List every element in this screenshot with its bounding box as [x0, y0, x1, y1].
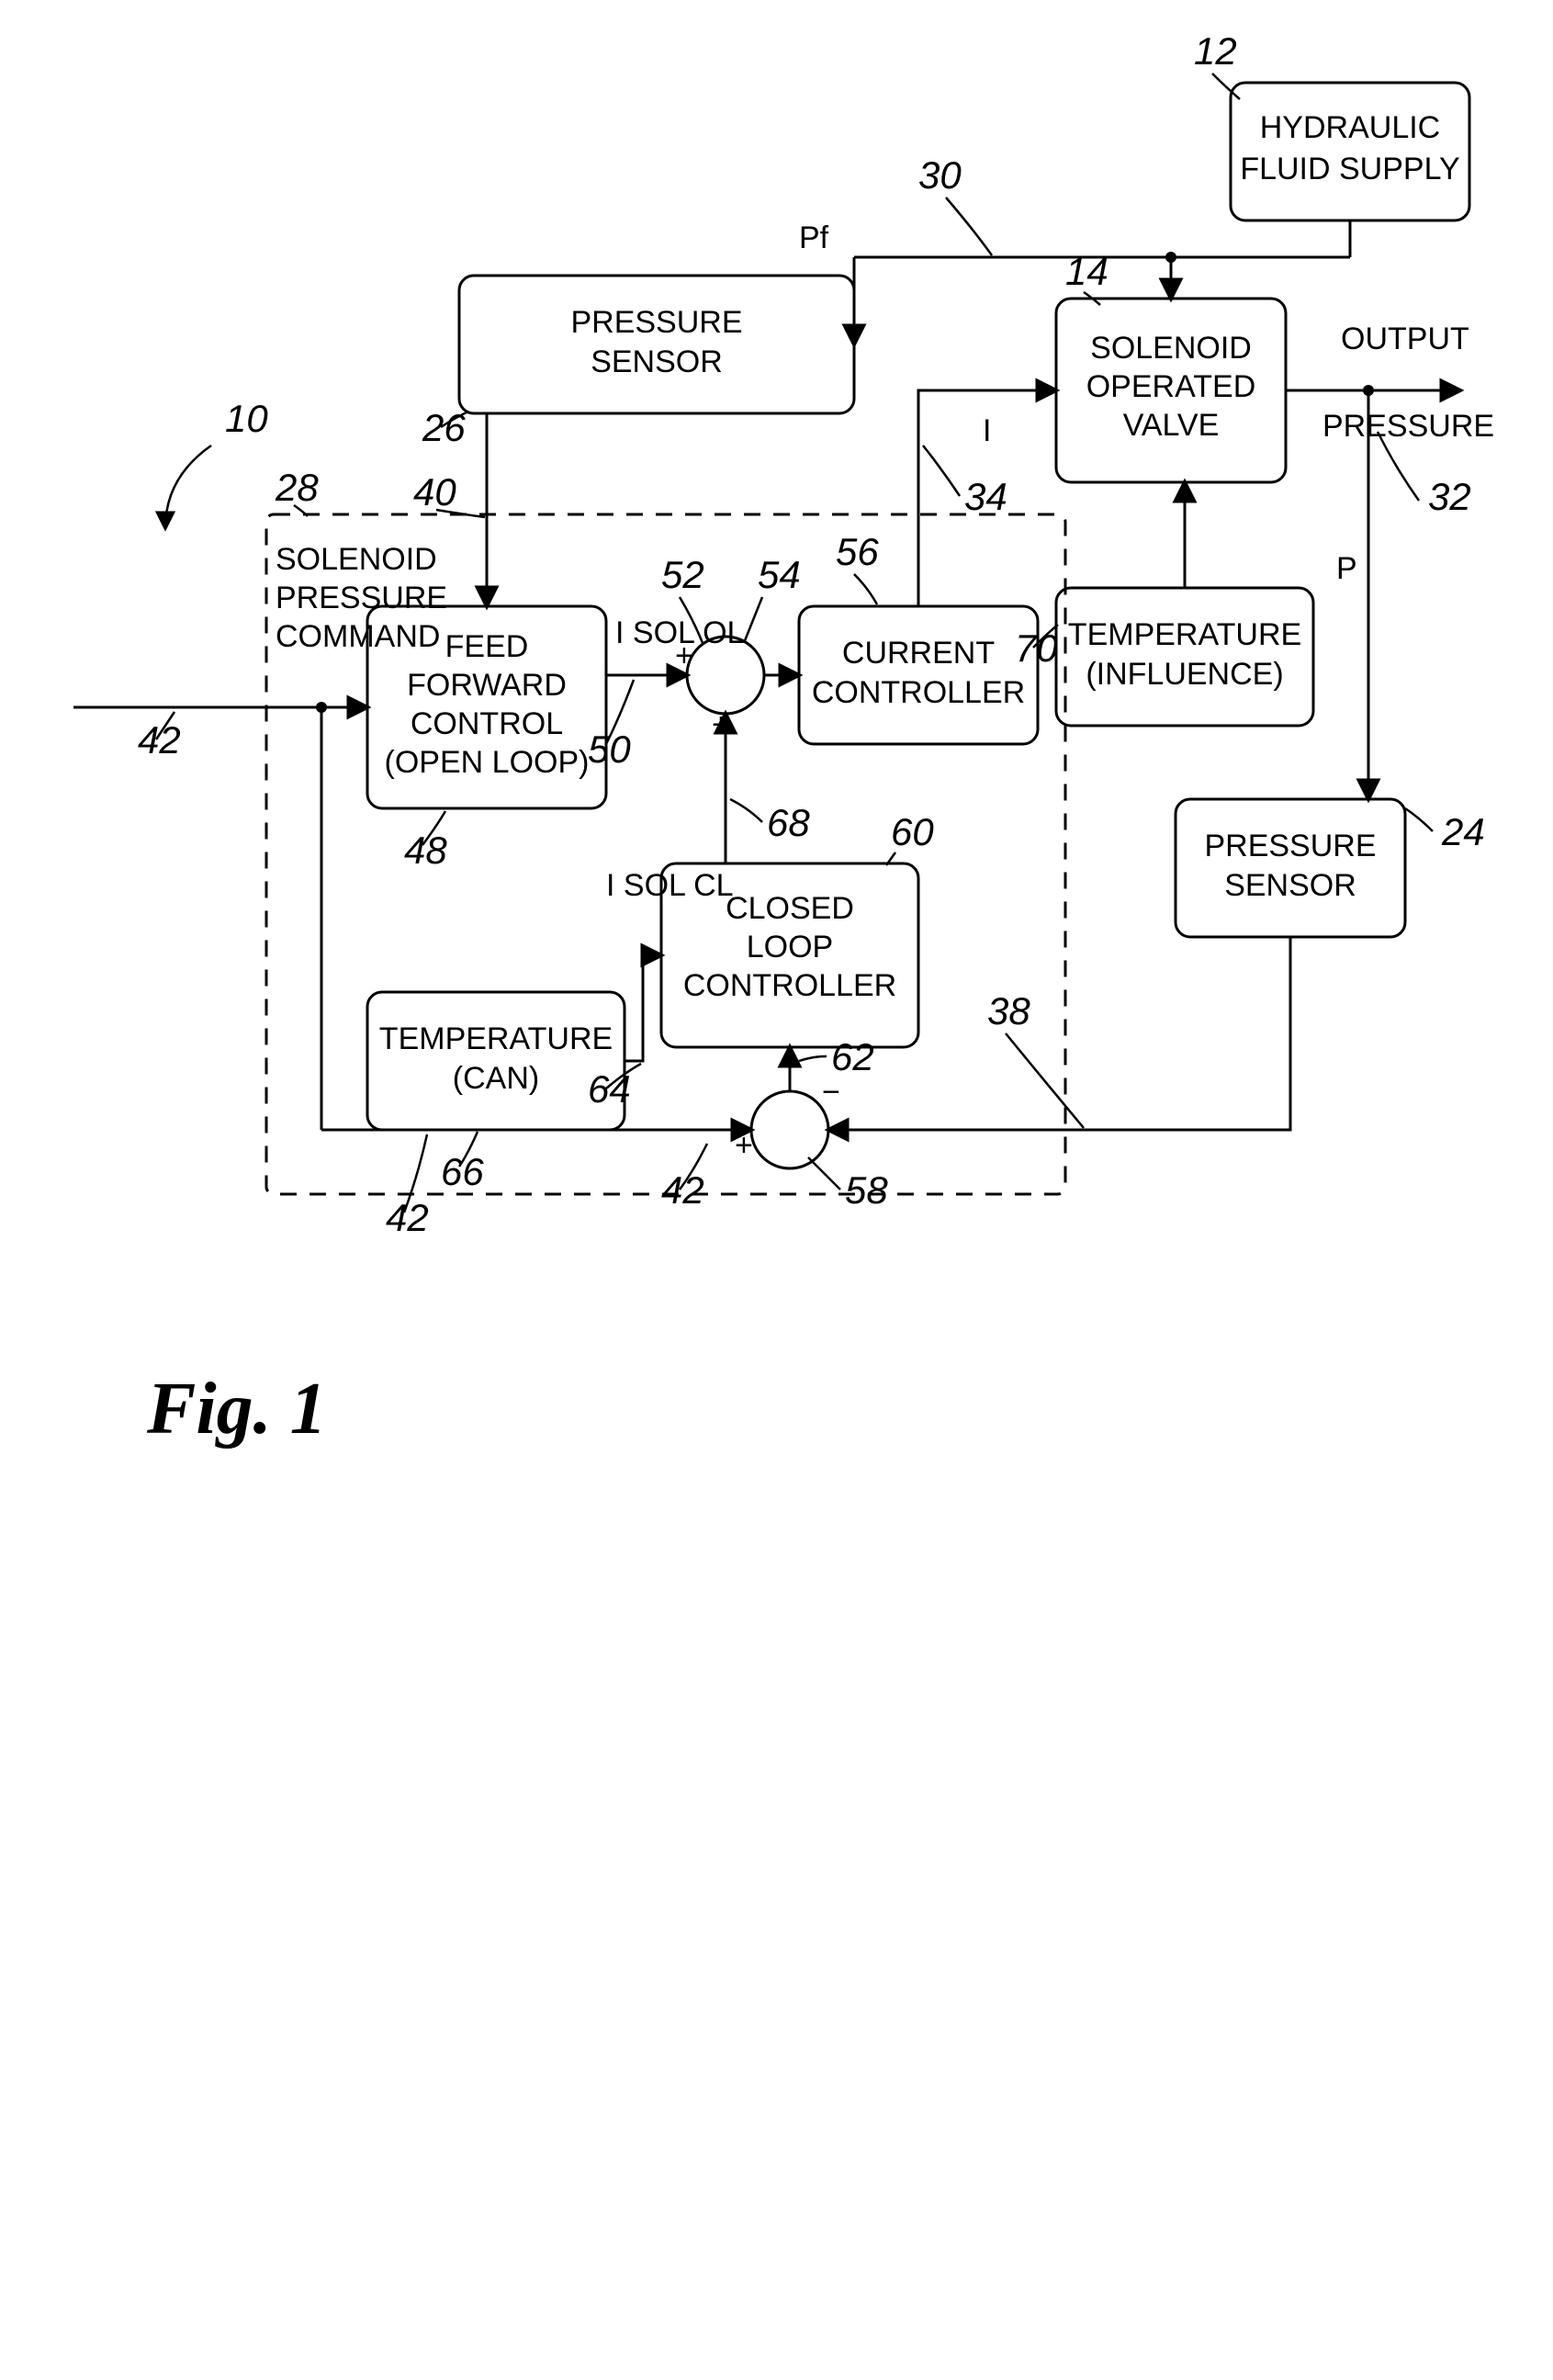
sov-l1: SOLENOID: [1090, 331, 1252, 366]
out-l1: OUTPUT: [1341, 321, 1469, 356]
box-pressure-sensor-bottom: PRESSURE SENSOR: [1176, 799, 1405, 937]
svg-text:+: +: [712, 707, 730, 742]
ff-l4: (OPEN LOOP): [385, 745, 590, 780]
ref-38: 38: [987, 989, 1030, 1032]
cl-l2: LOOP: [747, 930, 833, 964]
sov-l3: VALVE: [1123, 408, 1220, 443]
spc-l3: COMMAND: [276, 619, 440, 654]
out-l2: PRESSURE: [1322, 409, 1494, 444]
ref-62: 62: [831, 1035, 874, 1078]
cl-l3: CONTROLLER: [683, 968, 896, 1003]
psensor-top-l2: SENSOR: [591, 344, 723, 379]
label-pf: Pf: [799, 220, 829, 255]
cl-l1: CLOSED: [726, 891, 854, 926]
label-isolol: I SOL OL: [615, 615, 744, 650]
ref-24: 24: [1441, 810, 1485, 853]
svg-text:+: +: [735, 1128, 753, 1163]
svg-text:−: −: [822, 1075, 840, 1110]
psb-l1: PRESSURE: [1204, 829, 1376, 863]
box-hydraulic-supply: HYDRAULIC FLUID SUPPLY: [1231, 83, 1469, 220]
box-pressure-sensor-top: PRESSURE SENSOR: [459, 276, 854, 413]
hydraulic-supply-l1: HYDRAULIC: [1260, 110, 1440, 145]
ref-68: 68: [767, 801, 810, 844]
psb-l2: SENSOR: [1224, 868, 1356, 903]
ref-42a: 42: [138, 718, 181, 761]
ref-12: 12: [1194, 29, 1237, 73]
box-temperature-can: TEMPERATURE (CAN): [367, 992, 625, 1130]
tcan-l1: TEMPERATURE: [379, 1021, 613, 1056]
ref-28: 28: [275, 466, 319, 509]
box-solenoid-valve: SOLENOID OPERATED VALVE: [1056, 299, 1286, 482]
hydraulic-supply-l2: FLUID SUPPLY: [1240, 152, 1459, 186]
ti-l1: TEMPERATURE: [1068, 617, 1301, 652]
cc-l1: CURRENT: [842, 636, 995, 671]
label-isolcl: I SOL CL: [606, 868, 734, 903]
sov-l2: OPERATED: [1086, 369, 1256, 404]
psensor-top-l1: PRESSURE: [570, 305, 742, 340]
ref-32: 32: [1428, 475, 1471, 518]
ref-54: 54: [758, 553, 801, 596]
ff-l2: FORWARD: [407, 668, 567, 703]
ref-60: 60: [891, 810, 934, 853]
box-current-controller: CURRENT CONTROLLER: [799, 606, 1038, 744]
ref-42c: 42: [661, 1168, 704, 1212]
diagram-fig1: HYDRAULIC FLUID SUPPLY PRESSURE SENSOR S…: [0, 0, 1553, 1562]
figure-label: Fig. 1: [146, 1369, 327, 1449]
ref-66: 66: [441, 1150, 484, 1193]
box-temperature-influence: TEMPERATURE (INFLUENCE): [1056, 588, 1313, 726]
sum-junction-2: + −: [735, 1075, 840, 1168]
ff-l3: CONTROL: [411, 706, 563, 741]
ref-56: 56: [836, 530, 879, 573]
sum-junction-1: + +: [675, 637, 764, 742]
ref-40: 40: [413, 470, 456, 513]
ff-l1: FEED: [445, 629, 529, 664]
label-i: I: [983, 413, 991, 448]
spc-l2: PRESSURE: [276, 581, 447, 615]
ref-26: 26: [422, 406, 466, 449]
tcan-l2: (CAN): [453, 1061, 539, 1096]
ti-l2: (INFLUENCE): [1086, 657, 1283, 692]
ref-58: 58: [845, 1168, 888, 1212]
ref-50: 50: [588, 728, 631, 771]
cc-l2: CONTROLLER: [812, 675, 1025, 710]
ref-10: 10: [225, 397, 268, 440]
ref-48: 48: [404, 829, 447, 872]
label-p: P: [1336, 551, 1357, 586]
ref-30: 30: [918, 153, 962, 197]
ref-34: 34: [964, 475, 1007, 518]
ref-70: 70: [1015, 626, 1058, 670]
ref-52: 52: [661, 553, 704, 596]
spc-l1: SOLENOID: [276, 542, 437, 577]
ref-14: 14: [1065, 250, 1108, 293]
